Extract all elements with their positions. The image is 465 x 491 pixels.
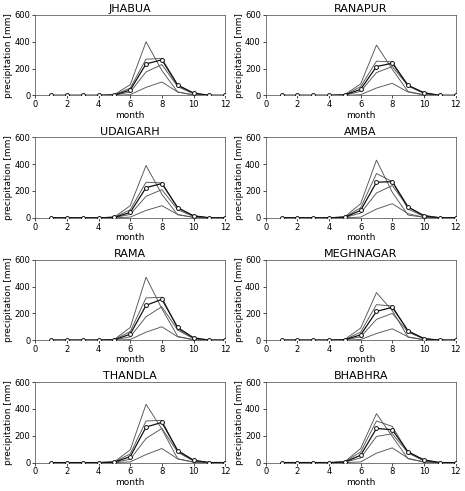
Title: RAMA: RAMA [114, 249, 146, 259]
X-axis label: month: month [346, 478, 375, 487]
X-axis label: month: month [346, 233, 375, 242]
Y-axis label: precipitation [mm]: precipitation [mm] [4, 380, 13, 465]
Title: MEGHNAGAR: MEGHNAGAR [324, 249, 397, 259]
Title: UDAIGARH: UDAIGARH [100, 127, 160, 136]
Title: THANDLA: THANDLA [103, 371, 157, 382]
Title: RANAPUR: RANAPUR [334, 4, 387, 14]
Y-axis label: precipitation [mm]: precipitation [mm] [234, 135, 244, 220]
Y-axis label: precipitation [mm]: precipitation [mm] [234, 257, 244, 342]
X-axis label: month: month [115, 110, 145, 120]
Y-axis label: precipitation [mm]: precipitation [mm] [4, 135, 13, 220]
Y-axis label: precipitation [mm]: precipitation [mm] [234, 13, 244, 98]
Title: BHABHRA: BHABHRA [333, 371, 388, 382]
Title: JHABUA: JHABUA [109, 4, 152, 14]
Y-axis label: precipitation [mm]: precipitation [mm] [4, 13, 13, 98]
X-axis label: month: month [346, 355, 375, 364]
X-axis label: month: month [115, 233, 145, 242]
X-axis label: month: month [346, 110, 375, 120]
X-axis label: month: month [115, 355, 145, 364]
Y-axis label: precipitation [mm]: precipitation [mm] [234, 380, 244, 465]
X-axis label: month: month [115, 478, 145, 487]
Title: AMBA: AMBA [345, 127, 377, 136]
Y-axis label: precipitation [mm]: precipitation [mm] [4, 257, 13, 342]
